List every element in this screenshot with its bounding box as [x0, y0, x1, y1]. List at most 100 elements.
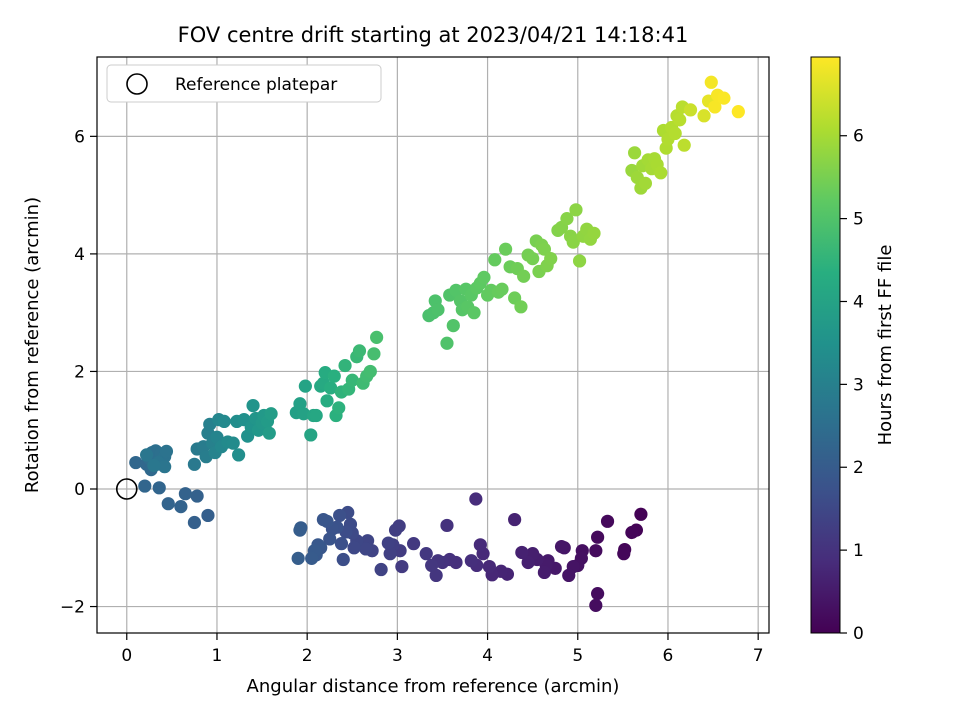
legend-box: [106, 64, 382, 103]
data-point: [324, 381, 338, 395]
data-point: [352, 344, 367, 358]
data-point: [731, 105, 745, 119]
data-point: [544, 252, 558, 266]
data-point: [232, 448, 246, 462]
data-point: [668, 126, 682, 141]
data-point: [363, 364, 377, 379]
colorbar-tick-label: 2: [853, 458, 864, 478]
data-point: [431, 303, 445, 317]
y-axis-ticks: −2 0 2 4 6: [60, 127, 97, 618]
data-point: [304, 428, 318, 442]
data-point: [309, 408, 323, 423]
data-point: [140, 448, 154, 462]
data-point: [587, 226, 601, 240]
reference-platepar-marker: [115, 478, 138, 500]
y-tick-label: 0: [74, 480, 85, 500]
data-point: [440, 336, 454, 350]
data-point: [425, 558, 439, 573]
data-point: [347, 541, 361, 555]
data-point: [161, 497, 175, 511]
data-point: [589, 544, 603, 558]
data-point: [554, 540, 569, 554]
y-tick-label: −2: [60, 598, 85, 618]
data-point: [677, 138, 691, 152]
data-point: [560, 212, 574, 226]
data-point: [338, 358, 352, 373]
data-point: [370, 330, 384, 344]
data-point: [526, 252, 540, 266]
data-point: [572, 254, 587, 268]
data-point: [367, 347, 381, 361]
data-point: [708, 100, 722, 114]
data-point: [152, 481, 166, 495]
data-point: [190, 489, 204, 503]
data-point: [226, 436, 240, 450]
data-point: [383, 547, 397, 561]
data-point: [467, 306, 481, 320]
data-point: [517, 269, 531, 283]
data-point: [333, 508, 347, 523]
data-point: [334, 537, 349, 551]
x-tick-label: 3: [392, 646, 403, 666]
data-point: [419, 547, 433, 561]
data-point: [683, 103, 698, 117]
data-point: [697, 109, 711, 123]
x-tick-label: 0: [121, 646, 132, 666]
data-point: [589, 598, 603, 612]
colorbar-tick-label: 4: [853, 292, 864, 312]
data-point: [569, 203, 583, 217]
data-point: [158, 460, 172, 474]
data-point: [488, 253, 502, 267]
data-point: [323, 532, 337, 546]
data-point: [464, 554, 478, 568]
data-point: [296, 407, 311, 421]
data-point: [217, 414, 231, 429]
x-tick-label: 6: [663, 646, 674, 666]
data-point: [514, 300, 528, 314]
data-point: [201, 508, 215, 523]
colorbar-ticks: 0 1 2 3 4 5 6: [840, 127, 864, 644]
data-point: [634, 507, 648, 521]
x-axis-ticks: 0 1 2 3 4 5 6 7: [121, 633, 764, 666]
data-point: [264, 407, 278, 421]
data-point: [482, 559, 496, 574]
colorbar-tick-label: 0: [853, 624, 864, 644]
data-point: [159, 444, 174, 458]
data-point: [246, 398, 260, 413]
data-point: [440, 518, 454, 533]
data-point: [178, 487, 192, 501]
data-point: [654, 166, 668, 180]
data-point: [477, 270, 491, 285]
data-point: [336, 552, 350, 567]
data-point: [298, 379, 312, 393]
colorbar-tick-label: 1: [853, 541, 864, 561]
x-tick-label: 1: [212, 646, 223, 666]
data-point: [537, 565, 551, 580]
data-point: [345, 373, 359, 387]
y-axis-label: Rotation from reference (arcmin): [22, 197, 43, 493]
data-point: [381, 536, 395, 550]
x-tick-label: 5: [572, 646, 583, 666]
data-point: [449, 283, 463, 297]
x-tick-label: 7: [753, 646, 764, 666]
data-point: [495, 282, 509, 296]
data-point: [628, 146, 642, 160]
data-point: [469, 492, 483, 506]
data-point: [591, 587, 605, 601]
data-point: [566, 235, 580, 249]
data-point: [704, 75, 718, 89]
data-point: [617, 547, 631, 561]
data-point: [305, 551, 319, 565]
data-point: [499, 242, 513, 256]
data-point: [293, 397, 307, 411]
data-point: [562, 568, 576, 583]
data-point: [473, 538, 487, 552]
chart-title: FOV centre drift starting at 2023/04/21 …: [178, 23, 689, 47]
legend-marker: [126, 73, 148, 95]
data-points: [129, 75, 745, 612]
colorbar: 0 1 2 3 4 5 6 Hours from first FF file: [810, 56, 896, 644]
data-point: [508, 512, 522, 527]
data-point: [359, 542, 373, 556]
data-point: [187, 457, 202, 471]
colorbar-gradient: [810, 56, 841, 634]
